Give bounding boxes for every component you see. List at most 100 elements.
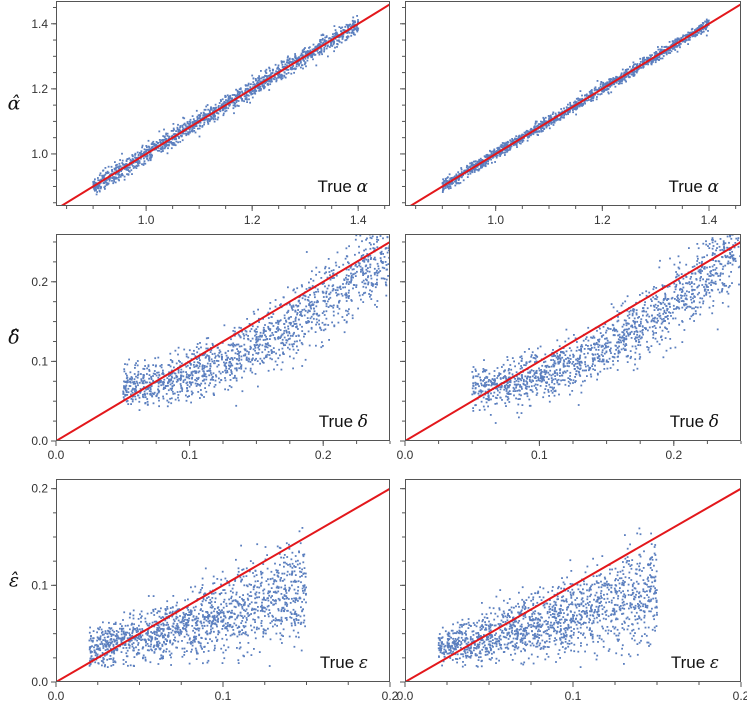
data-point bbox=[158, 374, 161, 377]
data-point bbox=[117, 167, 120, 170]
data-point bbox=[370, 218, 372, 220]
data-point bbox=[235, 362, 238, 365]
data-point bbox=[308, 303, 311, 305]
data-point bbox=[249, 345, 252, 348]
data-point bbox=[201, 367, 204, 369]
data-point bbox=[336, 304, 339, 307]
data-point bbox=[173, 384, 175, 387]
data-point bbox=[626, 309, 629, 312]
data-point bbox=[615, 81, 618, 84]
data-point bbox=[287, 334, 289, 337]
data-point bbox=[696, 293, 699, 296]
data-point bbox=[115, 177, 118, 180]
data-point bbox=[585, 93, 588, 96]
data-point bbox=[360, 256, 363, 259]
data-point bbox=[336, 286, 339, 289]
data-point bbox=[138, 396, 141, 399]
data-point bbox=[258, 345, 260, 347]
data-point bbox=[611, 80, 613, 83]
data-point bbox=[332, 272, 335, 275]
data-point bbox=[189, 121, 192, 124]
data-point bbox=[226, 370, 228, 372]
data-point bbox=[148, 370, 151, 372]
data-point bbox=[346, 310, 349, 313]
data-point bbox=[208, 358, 210, 361]
data-point bbox=[162, 388, 165, 390]
data-point bbox=[224, 369, 226, 372]
data-point bbox=[662, 356, 665, 359]
data-point bbox=[135, 157, 137, 159]
data-point bbox=[144, 150, 146, 153]
data-point bbox=[492, 152, 495, 155]
data-point bbox=[121, 172, 123, 175]
data-point bbox=[609, 79, 611, 82]
data-point bbox=[535, 125, 538, 128]
data-point bbox=[634, 70, 637, 73]
data-point bbox=[455, 174, 458, 177]
data-point bbox=[369, 247, 372, 250]
data-point bbox=[517, 136, 520, 138]
data-point bbox=[233, 112, 235, 115]
data-point bbox=[345, 276, 347, 279]
data-point bbox=[634, 325, 636, 328]
data-point bbox=[358, 245, 360, 248]
data-point bbox=[102, 175, 104, 178]
data-point bbox=[287, 325, 289, 328]
data-point bbox=[257, 385, 259, 388]
data-point bbox=[122, 396, 125, 399]
data-point bbox=[249, 369, 252, 372]
data-point bbox=[590, 90, 592, 92]
data-point bbox=[671, 42, 674, 45]
data-point bbox=[225, 367, 228, 370]
data-point bbox=[586, 99, 589, 102]
data-point bbox=[218, 381, 221, 384]
data-point bbox=[336, 46, 338, 48]
data-point bbox=[189, 130, 191, 133]
data-point bbox=[179, 141, 182, 143]
data-point bbox=[186, 125, 189, 128]
data-point bbox=[335, 33, 337, 36]
data-point bbox=[180, 385, 182, 387]
data-point bbox=[387, 223, 389, 225]
data-point bbox=[227, 350, 230, 352]
data-point bbox=[334, 46, 336, 49]
data-point bbox=[577, 97, 579, 100]
data-point bbox=[213, 385, 216, 388]
data-point bbox=[212, 109, 215, 112]
data-point bbox=[547, 378, 550, 380]
data-point bbox=[347, 268, 350, 271]
data-point bbox=[222, 112, 225, 115]
data-point bbox=[347, 295, 349, 298]
data-point bbox=[187, 122, 190, 125]
data-point bbox=[664, 51, 667, 54]
data-point bbox=[267, 317, 270, 319]
data-point bbox=[298, 56, 301, 59]
data-point bbox=[526, 139, 529, 142]
data-point bbox=[609, 78, 611, 80]
data-point bbox=[213, 112, 215, 115]
data-point bbox=[203, 353, 206, 356]
data-point bbox=[328, 267, 331, 270]
data-point bbox=[469, 166, 472, 169]
data-point bbox=[305, 50, 308, 53]
data-point bbox=[290, 316, 292, 318]
data-point bbox=[201, 125, 204, 128]
data-point bbox=[702, 30, 705, 33]
data-point bbox=[584, 338, 587, 340]
data-point bbox=[129, 378, 131, 381]
data-point bbox=[193, 120, 196, 123]
data-point bbox=[591, 365, 593, 367]
data-point bbox=[602, 83, 604, 86]
data-point bbox=[239, 336, 242, 339]
data-point bbox=[567, 103, 569, 106]
annotation-text: True bbox=[317, 177, 356, 196]
data-point bbox=[249, 340, 252, 342]
data-point bbox=[188, 395, 190, 397]
data-point bbox=[123, 380, 125, 383]
data-point bbox=[179, 134, 182, 137]
data-point bbox=[320, 51, 323, 54]
data-point bbox=[258, 89, 260, 92]
data-point bbox=[494, 161, 496, 163]
data-point bbox=[351, 29, 354, 31]
data-point bbox=[245, 357, 248, 360]
